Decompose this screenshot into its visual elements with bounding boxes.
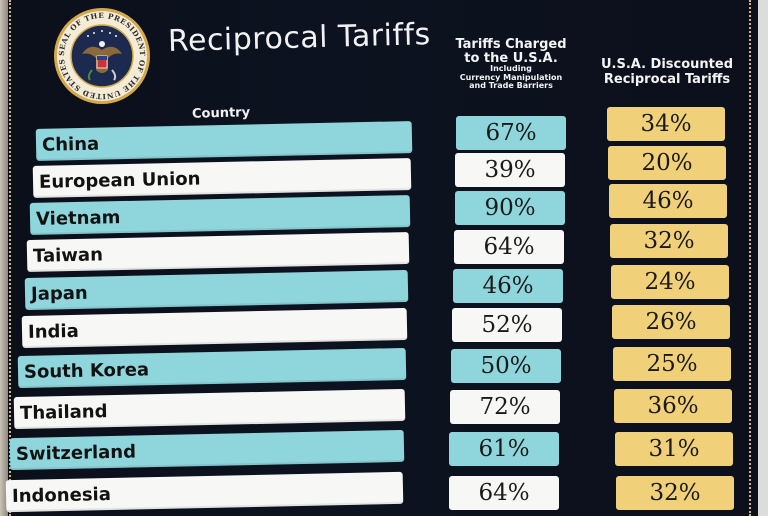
country-cell: South Korea	[17, 347, 407, 389]
country-cell: Taiwan	[26, 232, 410, 272]
discounted-tariff-cell: 25%	[613, 347, 731, 381]
discounted-tariff-cell: 31%	[615, 432, 733, 466]
discount-column-header: U.S.A. Discounted Reciprocal Tariffs	[592, 57, 742, 88]
charged-header-line4: Currency Manipulation	[459, 72, 563, 82]
charged-header-line2: to the U.S.A.	[464, 50, 558, 66]
charged-header-line5: and Trade Barriers	[469, 81, 553, 91]
charged-tariff-cell: 39%	[455, 153, 565, 187]
charged-tariff-cell: 52%	[452, 308, 562, 342]
board-left-stitch	[9, 0, 11, 516]
discounted-tariff-cell: 46%	[609, 184, 727, 218]
country-column-header: Country	[191, 105, 251, 122]
country-cell: China	[35, 121, 413, 161]
discounted-tariff-cell: 24%	[611, 265, 729, 299]
board-title: Reciprocal Tariffs	[167, 17, 432, 59]
discounted-tariff-cell: 32%	[610, 224, 728, 258]
discounted-tariff-cell: 32%	[616, 476, 734, 510]
board-right-edge	[758, 0, 768, 516]
discounted-tariff-cell: 20%	[608, 146, 726, 180]
country-cell: Vietnam	[29, 195, 411, 235]
country-cell: Switzerland	[9, 429, 405, 471]
charged-header-line1: Tariffs Charged	[455, 37, 567, 52]
charged-tariff-cell: 61%	[449, 432, 559, 466]
charged-tariff-cell: 64%	[449, 476, 559, 510]
charged-tariff-cell: 46%	[453, 269, 563, 303]
discount-header-line2: Reciprocal Tariffs	[603, 71, 731, 87]
charged-tariff-cell: 64%	[454, 230, 564, 264]
discount-header-line1: U.S.A. Discounted	[600, 57, 734, 72]
charged-tariff-cell: 50%	[451, 349, 561, 383]
discounted-tariff-cell: 36%	[614, 389, 732, 423]
charged-tariff-cell: 90%	[455, 191, 565, 225]
country-cell: India	[21, 307, 408, 349]
board-right-stitch	[749, 0, 751, 516]
charged-column-header: Tariffs Charged to the U.S.A. Including …	[446, 38, 576, 90]
charged-tariff-cell: 72%	[450, 390, 560, 424]
charged-header-line3: Including	[490, 64, 532, 74]
country-cell: Japan	[24, 269, 409, 311]
board-left-edge	[0, 0, 8, 516]
country-cell: Thailand	[13, 388, 406, 430]
country-cell: European Union	[32, 158, 412, 198]
presidential-seal-icon: SEAL OF THE PRESIDENT OF THE UNITED STAT…	[54, 8, 150, 104]
country-cell: Indonesia	[5, 471, 404, 513]
charged-tariff-cell: 67%	[456, 116, 566, 150]
discounted-tariff-cell: 34%	[607, 107, 725, 141]
discounted-tariff-cell: 26%	[612, 305, 730, 339]
